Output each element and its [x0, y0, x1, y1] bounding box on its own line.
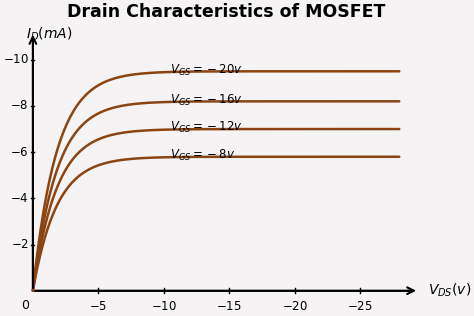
Text: $-6$: $-6$: [10, 146, 29, 159]
Text: $-20$: $-20$: [282, 300, 308, 313]
Text: $-15$: $-15$: [216, 300, 242, 313]
Text: $-10$: $-10$: [151, 300, 177, 313]
Text: $I_D(mA)$: $I_D(mA)$: [27, 25, 73, 43]
Text: $-5$: $-5$: [89, 300, 108, 313]
Text: $-8$: $-8$: [10, 100, 29, 112]
Text: $V_{GS} = -20v$: $V_{GS} = -20v$: [170, 63, 243, 78]
Text: $V_{GS} = -8v$: $V_{GS} = -8v$: [170, 148, 236, 163]
Text: $-25$: $-25$: [347, 300, 373, 313]
Text: $-4$: $-4$: [10, 192, 29, 205]
Text: $V_{GS} = -16v$: $V_{GS} = -16v$: [170, 93, 243, 108]
Text: $-10$: $-10$: [3, 53, 29, 66]
Text: $-2$: $-2$: [11, 238, 29, 251]
Text: $V_{GS} = -12v$: $V_{GS} = -12v$: [170, 120, 243, 136]
Text: $V_{DS}(v)$: $V_{DS}(v)$: [428, 282, 472, 299]
Title: Drain Characteristics of MOSFET: Drain Characteristics of MOSFET: [67, 3, 385, 21]
Text: 0: 0: [22, 299, 29, 312]
